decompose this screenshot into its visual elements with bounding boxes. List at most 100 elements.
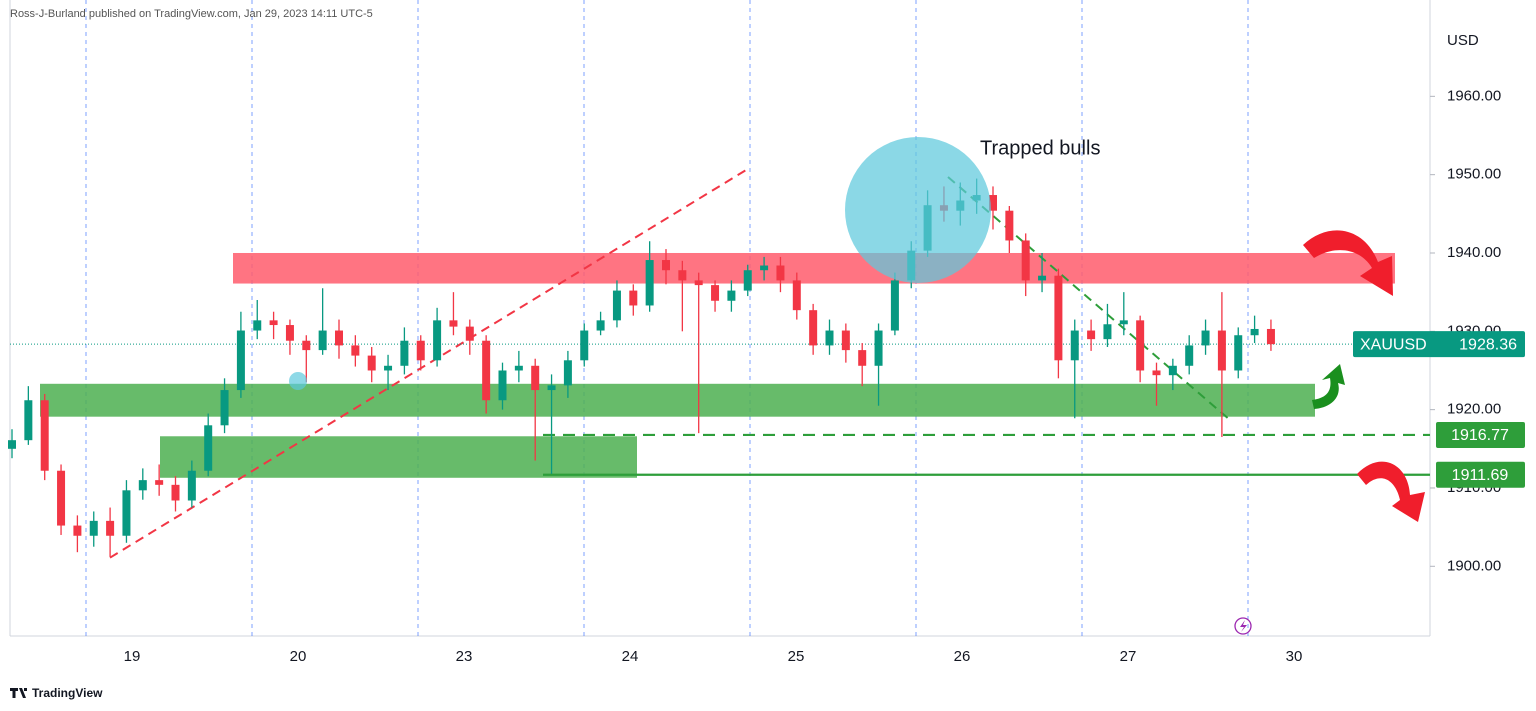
level-tag-label: 1911.69 <box>1452 467 1509 484</box>
x-tick-label: 23 <box>456 648 473 665</box>
candle-body <box>1054 275 1063 361</box>
candle-body <box>416 340 425 361</box>
separators <box>85 0 1249 636</box>
candle-body <box>1152 370 1161 376</box>
candle-body <box>727 290 736 301</box>
candle-body <box>335 330 343 346</box>
candle-body <box>1201 330 1210 346</box>
candle-body <box>498 370 507 401</box>
candle-body <box>1234 335 1243 371</box>
candle-body <box>874 330 883 366</box>
candle-body <box>8 440 16 449</box>
candle-body <box>1185 345 1194 366</box>
candle-body <box>1103 324 1112 340</box>
overlays <box>289 137 1425 635</box>
candle-body <box>776 265 785 281</box>
candle-body <box>73 525 82 536</box>
green-arrow-up <box>1312 364 1345 409</box>
trendline <box>109 166 751 559</box>
candle-body <box>269 320 278 326</box>
candle-body <box>433 320 442 361</box>
candle-body <box>1250 328 1259 336</box>
candle-body <box>57 470 66 526</box>
price-tag <box>1353 331 1525 358</box>
drawings <box>10 166 1430 559</box>
candle-body <box>547 385 556 391</box>
candle-body <box>220 390 229 426</box>
candle-body <box>1266 328 1275 345</box>
candle-body <box>465 326 474 341</box>
candle-body <box>890 280 899 331</box>
candle-body <box>204 425 213 471</box>
candle-body <box>1038 275 1047 281</box>
y-tick-label: 1920.00 <box>1447 401 1501 418</box>
candle-body <box>809 310 818 346</box>
footer: TradingView <box>32 686 103 700</box>
candle-body <box>253 320 262 331</box>
candle-body <box>989 195 997 211</box>
candle-body <box>1070 330 1079 361</box>
candle-body <box>384 365 393 371</box>
candle-body <box>711 285 720 301</box>
trendline <box>947 176 1229 420</box>
candle-body <box>138 480 147 491</box>
candle-body <box>351 345 360 356</box>
level-tag <box>1436 421 1525 448</box>
candle-body <box>743 270 752 291</box>
candle-body <box>1087 330 1096 340</box>
candle-body <box>449 320 458 327</box>
event-icon <box>1234 617 1252 635</box>
candle-body <box>482 340 491 401</box>
candle-body <box>645 260 654 306</box>
level-tag-label: 1916.77 <box>1451 427 1509 444</box>
small-circle <box>289 372 307 390</box>
zones <box>40 252 1395 478</box>
candle-body <box>171 484 180 501</box>
candle-body <box>1021 240 1030 281</box>
candle-body <box>1217 330 1226 371</box>
level-tag <box>1436 461 1525 488</box>
candle-body <box>285 325 294 341</box>
candle-body <box>563 360 572 386</box>
y-tick-label: 1950.00 <box>1447 166 1501 183</box>
candle-body <box>1005 210 1014 241</box>
x-tick-label: 24 <box>622 648 639 665</box>
last-price-label: 1928.36 <box>1459 336 1517 353</box>
candle-body <box>122 490 131 536</box>
candle-body <box>612 290 621 321</box>
candle-body <box>1168 365 1177 376</box>
x-tick-label: 19 <box>124 648 141 665</box>
candle-body <box>187 470 196 501</box>
candle-body <box>318 330 327 351</box>
candle-body <box>858 350 867 366</box>
candle-body <box>40 400 49 471</box>
y-tick-label: 1960.00 <box>1447 87 1501 104</box>
candle-body <box>24 400 33 441</box>
x-tick-label: 25 <box>788 648 805 665</box>
candle-body <box>760 265 769 271</box>
candle-body <box>1119 320 1128 325</box>
annotation: Trapped bulls <box>980 137 1100 159</box>
candle-body <box>236 330 245 391</box>
candle-body <box>89 520 98 536</box>
header: Ross-J-Burland published on TradingView.… <box>10 8 373 20</box>
x-tick-label: 20 <box>290 648 307 665</box>
red-arrow-down <box>1357 461 1425 522</box>
candle-body <box>596 320 605 331</box>
candle-body <box>302 340 311 351</box>
red-arrow-down <box>1303 230 1393 296</box>
x-tick-label: 27 <box>1120 648 1137 665</box>
candle-body <box>1136 320 1145 371</box>
candle-body <box>694 280 703 286</box>
currency-label: USD <box>1447 32 1479 49</box>
zone <box>40 383 1315 417</box>
zone <box>233 252 1395 284</box>
candle-body <box>400 340 409 366</box>
logo <box>10 688 27 698</box>
axes: 1900.001910.001920.001930.001940.001950.… <box>124 87 1525 665</box>
event-icon-bolt <box>1240 620 1247 632</box>
candle-body <box>367 355 376 371</box>
candle-body <box>514 365 523 371</box>
